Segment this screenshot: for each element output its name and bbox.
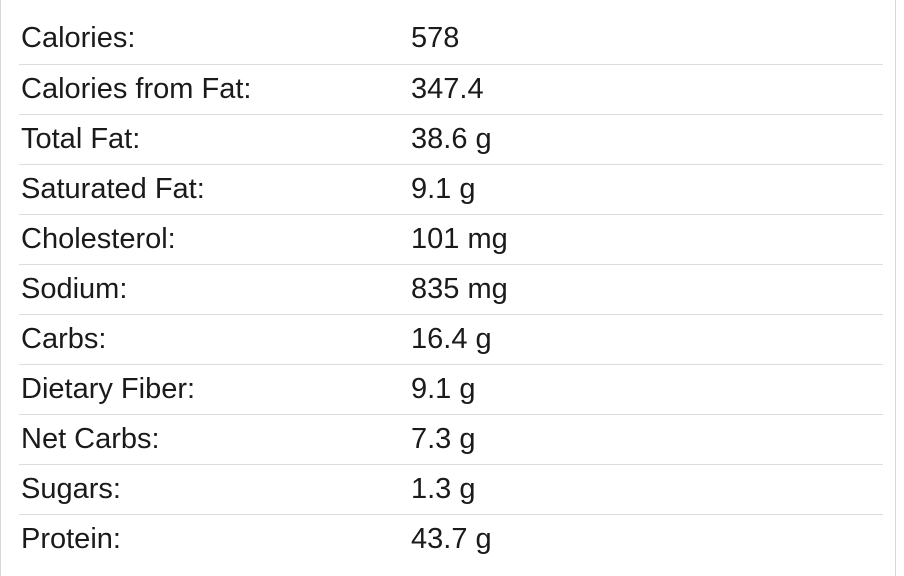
nutrition-row-saturated-fat: Saturated Fat: 9.1 g	[19, 163, 883, 214]
nutrient-label: Net Carbs:	[19, 413, 411, 464]
nutrient-label: Carbs:	[19, 313, 411, 364]
nutrient-value: 347.4	[411, 63, 883, 114]
nutrition-row-calories-from-fat: Calories from Fat: 347.4	[19, 63, 883, 114]
nutrient-value: 9.1 g	[411, 363, 883, 414]
nutrient-value: 835 mg	[411, 263, 883, 314]
nutrition-row-dietary-fiber: Dietary Fiber: 9.1 g	[19, 363, 883, 414]
nutrient-label: Cholesterol:	[19, 213, 411, 264]
nutrition-row-total-fat: Total Fat: 38.6 g	[19, 113, 883, 164]
nutrient-label: Saturated Fat:	[19, 163, 411, 214]
nutrition-row-cholesterol: Cholesterol: 101 mg	[19, 213, 883, 264]
nutrient-value: 101 mg	[411, 213, 883, 264]
nutrition-row-carbs: Carbs: 16.4 g	[19, 313, 883, 364]
nutrient-value: 578	[411, 22, 460, 55]
nutrient-value: 1.3 g	[411, 463, 883, 514]
nutrient-value: 7.3 g	[411, 413, 883, 464]
nutrition-row-sugars: Sugars: 1.3 g	[19, 463, 883, 514]
nutrient-label: Calories from Fat:	[19, 63, 411, 114]
nutrient-label: Protein:	[19, 513, 411, 564]
nutrition-row-net-carbs: Net Carbs: 7.3 g	[19, 413, 883, 464]
nutrient-label: Total Fat:	[19, 113, 411, 164]
nutrition-row-calories: Calories: 578	[19, 14, 883, 64]
nutrient-label: Sodium:	[19, 263, 411, 314]
nutrient-value: 16.4 g	[411, 313, 883, 364]
nutrient-value: 38.6 g	[411, 113, 883, 164]
nutrient-label: Sugars:	[19, 463, 411, 514]
nutrient-label: Dietary Fiber:	[19, 363, 411, 414]
nutrient-value: 9.1 g	[411, 163, 883, 214]
nutrient-value: 43.7 g	[411, 513, 883, 564]
nutrient-label: Calories:	[21, 22, 136, 55]
nutrition-table: Calories: 578 Calories from Fat: 347.4 T…	[19, 14, 883, 564]
nutrition-row-protein: Protein: 43.7 g	[19, 513, 883, 564]
nutrition-row-sodium: Sodium: 835 mg	[19, 263, 883, 314]
